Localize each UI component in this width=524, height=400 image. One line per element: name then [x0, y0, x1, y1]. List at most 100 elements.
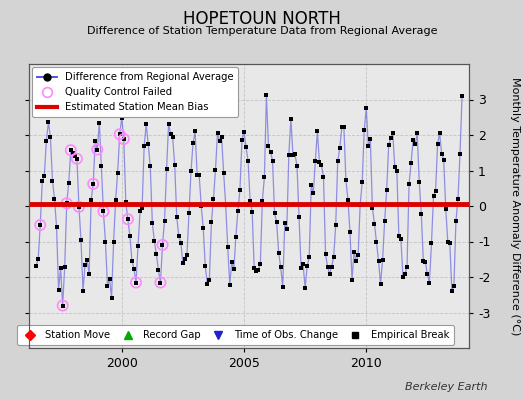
- Point: [209, 196, 217, 202]
- Point: [264, 143, 272, 150]
- Point: [193, 172, 201, 178]
- Point: [309, 190, 318, 196]
- Point: [305, 254, 313, 260]
- Point: [114, 169, 122, 176]
- Point: [64, 179, 73, 186]
- Point: [454, 195, 462, 202]
- Point: [392, 168, 401, 174]
- Point: [342, 177, 350, 183]
- Point: [177, 239, 185, 246]
- Point: [248, 209, 256, 215]
- Point: [242, 144, 250, 150]
- Point: [421, 259, 430, 265]
- Point: [244, 158, 252, 164]
- Point: [260, 174, 269, 180]
- Point: [450, 282, 458, 289]
- Point: [385, 142, 393, 148]
- Point: [321, 251, 330, 257]
- Point: [183, 252, 191, 258]
- Point: [44, 119, 52, 126]
- Y-axis label: Monthly Temperature Anomaly Difference (°C): Monthly Temperature Anomaly Difference (…: [510, 77, 520, 335]
- Point: [115, 131, 124, 138]
- Point: [69, 150, 77, 156]
- Text: Berkeley Earth: Berkeley Earth: [405, 382, 487, 392]
- Point: [187, 168, 195, 174]
- Point: [205, 277, 214, 283]
- Point: [350, 249, 358, 255]
- Point: [362, 104, 370, 111]
- Point: [254, 266, 263, 273]
- Point: [383, 187, 391, 194]
- Point: [199, 225, 208, 232]
- Point: [311, 158, 320, 164]
- Point: [81, 262, 89, 268]
- Point: [46, 134, 54, 140]
- Point: [34, 256, 42, 262]
- Point: [222, 202, 230, 208]
- Point: [440, 156, 448, 163]
- Point: [169, 134, 177, 140]
- Point: [105, 276, 114, 282]
- Point: [230, 266, 238, 273]
- Point: [75, 204, 83, 210]
- Point: [195, 172, 203, 178]
- Point: [154, 267, 162, 273]
- Point: [165, 120, 173, 127]
- Point: [293, 162, 301, 169]
- Point: [89, 181, 97, 187]
- Point: [411, 141, 419, 148]
- Point: [124, 216, 132, 222]
- Point: [397, 236, 405, 242]
- Point: [387, 135, 395, 142]
- Point: [429, 192, 438, 199]
- Point: [101, 239, 110, 245]
- Point: [95, 119, 104, 126]
- Point: [203, 281, 212, 287]
- Point: [232, 233, 240, 240]
- Point: [325, 271, 334, 277]
- Point: [413, 130, 421, 137]
- Point: [148, 219, 157, 226]
- Point: [156, 279, 165, 286]
- Point: [99, 208, 107, 215]
- Point: [452, 218, 460, 224]
- Point: [275, 249, 283, 256]
- Point: [364, 143, 373, 149]
- Point: [220, 169, 228, 176]
- Point: [62, 200, 71, 206]
- Point: [85, 270, 93, 277]
- Point: [234, 208, 242, 214]
- Point: [36, 222, 45, 228]
- Point: [409, 137, 417, 143]
- Point: [99, 208, 107, 215]
- Point: [42, 138, 50, 144]
- Point: [366, 136, 375, 143]
- Point: [372, 239, 380, 246]
- Point: [83, 257, 91, 264]
- Point: [73, 156, 81, 162]
- Point: [340, 124, 348, 130]
- Point: [124, 216, 132, 222]
- Point: [79, 288, 87, 294]
- Point: [48, 178, 57, 184]
- Point: [401, 270, 409, 277]
- Point: [256, 261, 265, 268]
- Point: [138, 204, 146, 211]
- Text: HOPETOUN NORTH: HOPETOUN NORTH: [183, 10, 341, 28]
- Point: [227, 259, 236, 265]
- Point: [330, 254, 338, 260]
- Point: [201, 263, 210, 270]
- Point: [162, 166, 171, 172]
- Point: [352, 258, 361, 265]
- Point: [262, 92, 270, 98]
- Point: [142, 121, 150, 128]
- Point: [172, 214, 181, 221]
- Legend: Station Move, Record Gap, Time of Obs. Change, Empirical Break: Station Move, Record Gap, Time of Obs. C…: [17, 325, 454, 345]
- Point: [313, 128, 322, 134]
- Point: [89, 181, 97, 187]
- Point: [368, 204, 377, 211]
- Point: [77, 237, 85, 244]
- Point: [399, 274, 407, 280]
- Point: [317, 162, 325, 168]
- Point: [156, 279, 165, 286]
